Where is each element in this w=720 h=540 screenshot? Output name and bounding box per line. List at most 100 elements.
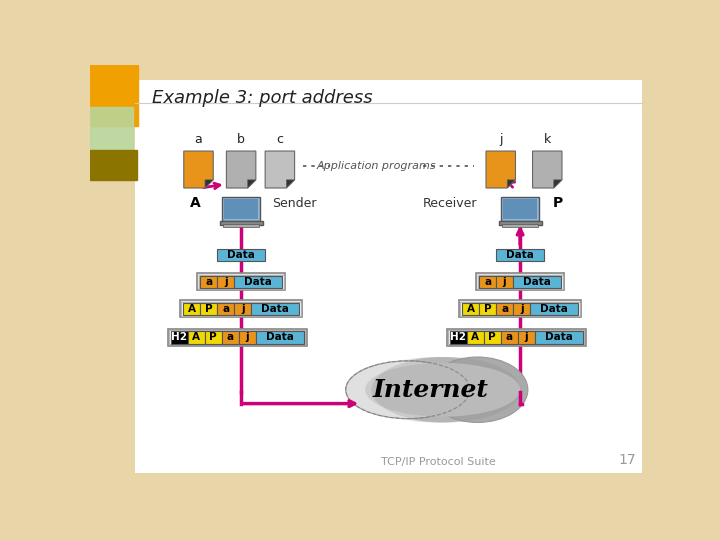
Polygon shape [486,151,516,188]
Bar [530,303,578,315]
Bar [479,276,496,288]
Bar [503,224,538,226]
Text: c: c [276,133,284,146]
Text: a: a [222,304,229,314]
Bar [459,300,581,318]
Bar [180,300,302,318]
Ellipse shape [346,361,469,418]
Bar [181,302,301,316]
Polygon shape [533,151,562,188]
Bar [224,199,258,219]
Text: Receiver: Receiver [423,197,477,210]
Text: a: a [227,333,234,342]
Bar [484,331,500,343]
Text: Sender: Sender [272,197,317,210]
Polygon shape [226,151,256,188]
Bar [496,303,513,315]
Ellipse shape [358,357,507,422]
Text: A: A [192,333,200,342]
Text: j: j [520,304,523,314]
Bar [217,249,265,261]
Text: a: a [205,277,212,287]
Ellipse shape [427,357,528,422]
Ellipse shape [367,357,516,422]
Bar [90,150,137,180]
Text: a: a [484,277,491,287]
Ellipse shape [365,363,520,417]
Bar [199,275,284,289]
Bar [499,221,541,225]
Text: Example 3: port address: Example 3: port address [152,90,373,107]
Bar [449,331,467,343]
Bar [217,303,234,315]
Text: A: A [190,197,201,211]
Bar [479,303,496,315]
Polygon shape [248,180,256,188]
Ellipse shape [364,357,513,422]
Bar [183,303,200,315]
Text: TCP/IP Protocol Suite: TCP/IP Protocol Suite [382,457,496,467]
Text: Application programs: Application programs [317,161,436,171]
Text: P: P [484,304,491,314]
Ellipse shape [369,357,518,422]
Text: j: j [524,333,528,342]
Text: j: j [246,333,249,342]
Bar [90,65,138,126]
Text: A: A [471,333,480,342]
Bar [518,331,535,343]
Text: P: P [553,197,563,211]
Bar [513,303,530,315]
Polygon shape [265,151,294,188]
Text: Data: Data [266,333,294,342]
Text: A: A [467,304,474,314]
Text: P: P [204,304,212,314]
Bar [501,197,539,221]
Text: j: j [499,133,503,146]
Polygon shape [184,151,213,188]
Ellipse shape [368,357,517,422]
Bar [188,331,204,343]
Bar [171,331,188,343]
Polygon shape [287,180,294,188]
Text: Data: Data [523,277,551,287]
Bar [535,331,583,343]
Text: Data: Data [228,250,255,260]
Bar [256,331,304,343]
Bar [90,107,132,161]
Text: k: k [544,133,551,146]
Bar [220,221,263,225]
Bar [476,273,564,291]
Text: P: P [488,333,496,342]
Polygon shape [554,180,562,188]
Ellipse shape [361,357,510,422]
Text: a: a [194,133,202,146]
Text: H2: H2 [171,333,187,342]
Bar [496,249,544,261]
Bar [169,330,305,345]
Bar [200,276,217,288]
Ellipse shape [361,357,509,422]
Bar [197,273,285,291]
Text: b: b [237,133,245,146]
Text: j: j [503,277,506,287]
Text: Internet: Internet [373,378,489,402]
Bar [462,303,479,315]
Bar [448,330,585,345]
Text: a: a [505,333,513,342]
Bar [222,331,239,343]
Bar [204,331,222,343]
Text: a: a [501,304,508,314]
Ellipse shape [366,357,515,422]
Bar [251,303,300,315]
Text: Data: Data [261,304,289,314]
Text: H2: H2 [450,333,466,342]
Ellipse shape [371,357,520,422]
Text: Data: Data [244,277,272,287]
Bar [500,331,518,343]
Text: A: A [187,304,196,314]
Bar [222,197,261,221]
Text: j: j [241,304,245,314]
Text: j: j [224,277,228,287]
Ellipse shape [363,357,512,422]
Polygon shape [205,180,213,188]
